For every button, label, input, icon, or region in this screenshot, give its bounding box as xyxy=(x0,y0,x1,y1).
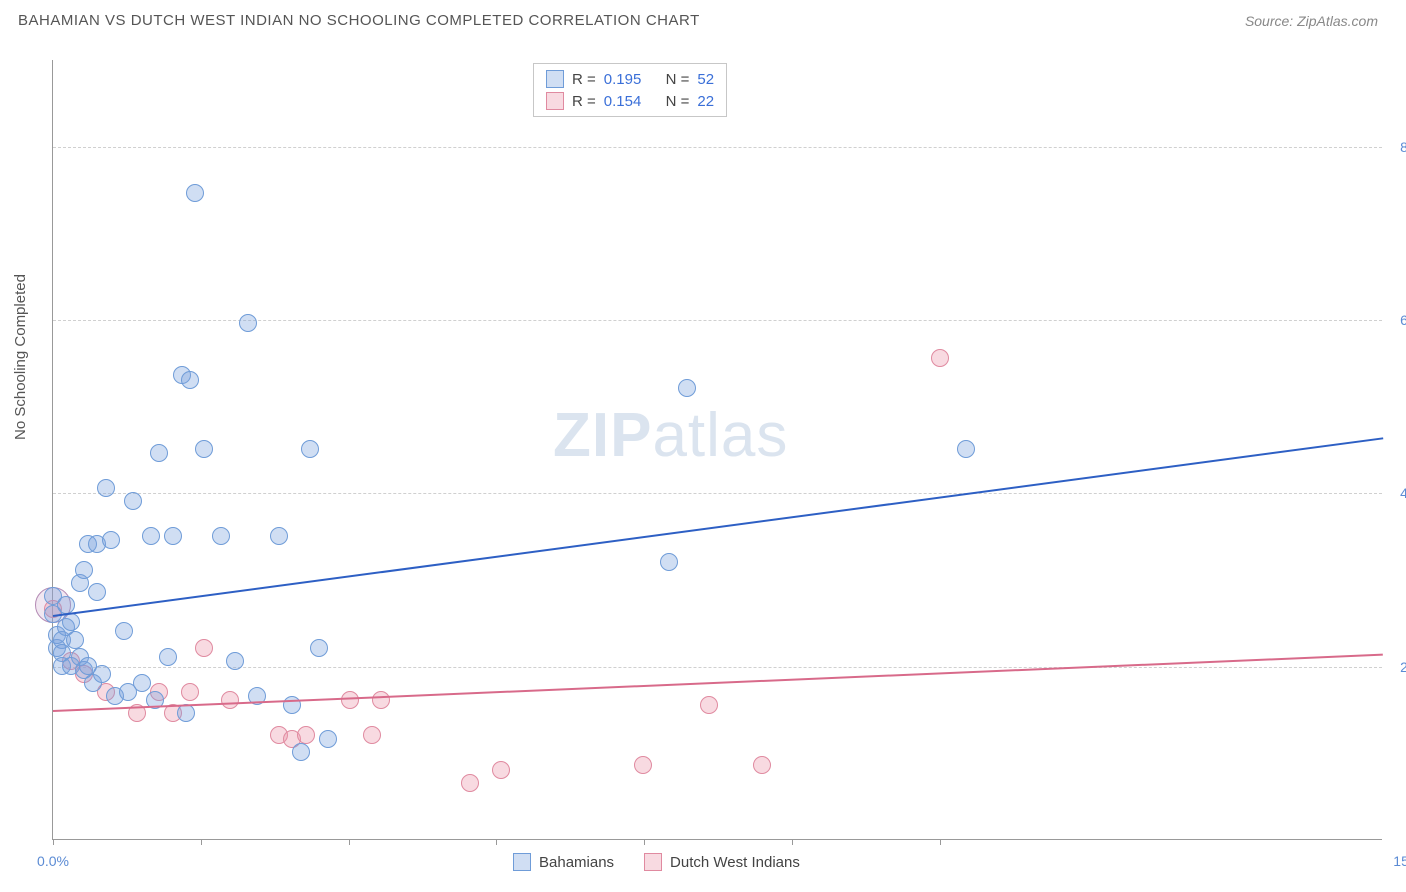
scatter-point xyxy=(492,761,510,779)
scatter-point xyxy=(319,730,337,748)
grid-line xyxy=(53,147,1382,148)
scatter-point xyxy=(363,726,381,744)
x-tick xyxy=(349,839,350,845)
watermark: ZIPatlas xyxy=(553,400,788,471)
scatter-point xyxy=(292,743,310,761)
y-axis-label: No Schooling Completed xyxy=(12,274,29,440)
source-attribution: Source: ZipAtlas.com xyxy=(1245,13,1378,29)
scatter-point xyxy=(372,691,390,709)
scatter-point xyxy=(62,613,80,631)
scatter-point xyxy=(226,652,244,670)
x-tick xyxy=(644,839,645,845)
scatter-point xyxy=(239,314,257,332)
scatter-point xyxy=(66,631,84,649)
scatter-point xyxy=(283,696,301,714)
scatter-point xyxy=(115,622,133,640)
scatter-point xyxy=(97,479,115,497)
scatter-point xyxy=(159,648,177,666)
trend-line xyxy=(53,437,1383,617)
scatter-point xyxy=(102,531,120,549)
legend-stats-box: R = 0.195 N = 52 R = 0.154 N = 22 xyxy=(533,63,727,117)
scatter-point xyxy=(150,444,168,462)
scatter-point xyxy=(181,371,199,389)
scatter-point xyxy=(700,696,718,714)
x-tick xyxy=(940,839,941,845)
scatter-point xyxy=(678,379,696,397)
x-tick xyxy=(53,839,54,845)
legend-item-dutch: Dutch West Indians xyxy=(644,853,800,871)
bottom-legend: Bahamians Dutch West Indians xyxy=(513,853,800,871)
y-tick-label: 6.0% xyxy=(1387,312,1406,328)
scatter-point xyxy=(297,726,315,744)
chart-title: BAHAMIAN VS DUTCH WEST INDIAN NO SCHOOLI… xyxy=(18,12,700,29)
legend-stats-row-b: R = 0.154 N = 22 xyxy=(546,90,714,112)
scatter-point xyxy=(753,756,771,774)
scatter-point xyxy=(186,184,204,202)
grid-line xyxy=(53,493,1382,494)
scatter-point xyxy=(301,440,319,458)
scatter-point xyxy=(461,774,479,792)
scatter-point xyxy=(75,561,93,579)
scatter-point xyxy=(341,691,359,709)
scatter-point xyxy=(957,440,975,458)
scatter-point xyxy=(212,527,230,545)
scatter-point xyxy=(93,665,111,683)
legend-stats-row-a: R = 0.195 N = 52 xyxy=(546,68,714,90)
scatter-point xyxy=(181,683,199,701)
x-tick xyxy=(792,839,793,845)
swatch-dutch-west-indians xyxy=(546,92,564,110)
grid-line xyxy=(53,667,1382,668)
x-tick xyxy=(496,839,497,845)
scatter-point xyxy=(88,583,106,601)
x-tick-label: 0.0% xyxy=(37,853,69,869)
scatter-point xyxy=(177,704,195,722)
y-tick-label: 2.0% xyxy=(1387,659,1406,675)
scatter-point xyxy=(221,691,239,709)
scatter-point xyxy=(195,440,213,458)
scatter-point xyxy=(124,492,142,510)
x-tick xyxy=(201,839,202,845)
scatter-point xyxy=(164,527,182,545)
swatch-bahamians xyxy=(546,70,564,88)
y-tick-label: 4.0% xyxy=(1387,485,1406,501)
scatter-point xyxy=(310,639,328,657)
legend-item-bahamians: Bahamians xyxy=(513,853,614,871)
scatter-point xyxy=(270,527,288,545)
scatter-point xyxy=(634,756,652,774)
scatter-point xyxy=(142,527,160,545)
y-tick-label: 8.0% xyxy=(1387,139,1406,155)
x-tick-label: 15.0% xyxy=(1393,853,1406,869)
chart-plot-area: ZIPatlas R = 0.195 N = 52 R = 0.154 N = … xyxy=(52,60,1382,840)
scatter-point xyxy=(660,553,678,571)
swatch-bahamians xyxy=(513,853,531,871)
scatter-point xyxy=(195,639,213,657)
scatter-point xyxy=(931,349,949,367)
swatch-dutch-west-indians xyxy=(644,853,662,871)
scatter-point xyxy=(133,674,151,692)
